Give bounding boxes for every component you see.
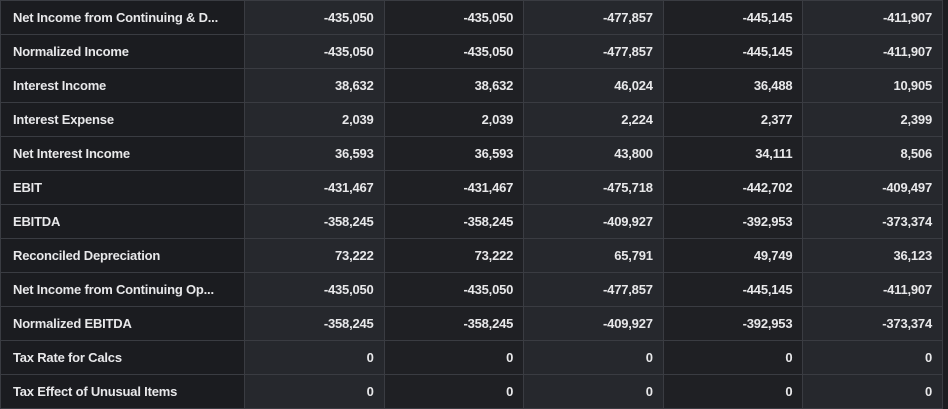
row-label: Interest Income <box>0 68 245 103</box>
row-label: Net Interest Income <box>0 136 245 171</box>
cell-value: -411,907 <box>802 34 943 69</box>
row-label: EBITDA <box>0 204 245 239</box>
cell-value: -392,953 <box>662 306 804 341</box>
table-row: Interest Expense 2,039 2,039 2,224 2,377 2,39… <box>0 102 943 137</box>
cell-value: 36,488 <box>662 68 804 103</box>
cell-value: -358,245 <box>244 306 385 341</box>
cell-value: -373,374 <box>802 204 943 239</box>
cell-value: -435,050 <box>383 34 525 69</box>
cell-value: 36,123 <box>802 238 943 273</box>
cell-value: 2,224 <box>523 102 664 137</box>
cell-value: -435,050 <box>383 272 525 307</box>
table-row: Normalized EBITDA -358,245 -358,245 -409,92… <box>0 306 943 341</box>
row-label: Reconciled Depreciation <box>0 238 245 273</box>
table-row: Normalized Income -435,050 -435,050 -477,85… <box>0 34 943 69</box>
cell-value: -477,857 <box>523 272 664 307</box>
cell-value: 49,749 <box>662 238 804 273</box>
cell-value: 8,506 <box>802 136 943 171</box>
cell-value: -442,702 <box>662 170 804 205</box>
cell-value: -445,145 <box>662 34 804 69</box>
table-row: Reconciled Depreciation 73,222 73,222 65,79… <box>0 238 943 273</box>
row-label: Net Income from Continuing Op... <box>0 272 245 307</box>
cell-value: -445,145 <box>662 0 804 35</box>
cell-value: 43,800 <box>523 136 664 171</box>
cell-value: 2,039 <box>244 102 385 137</box>
table-row: Interest Income 38,632 38,632 46,024 36,488 1… <box>0 68 943 103</box>
table-row: EBIT -431,467 -431,467 -475,718 -442,702 -409… <box>0 170 943 205</box>
cell-value: 0 <box>383 374 525 409</box>
cell-value: -435,050 <box>383 0 525 35</box>
table-row: Net Income from Continuing Op... -435,050… <box>0 272 943 307</box>
cell-value: 0 <box>523 340 664 375</box>
cell-value: 73,222 <box>244 238 385 273</box>
cell-value: -358,245 <box>383 204 525 239</box>
table-row: Net Interest Income 36,593 36,593 43,800 34,… <box>0 136 943 171</box>
cell-value: 65,791 <box>523 238 664 273</box>
cell-value: 36,593 <box>244 136 385 171</box>
cell-value: -411,907 <box>802 272 943 307</box>
table-row: Net Income from Continuing & D... -435,05… <box>0 0 943 35</box>
cell-value: -477,857 <box>523 0 664 35</box>
cell-value: -411,907 <box>802 0 943 35</box>
cell-value: 73,222 <box>383 238 525 273</box>
cell-value: 34,111 <box>662 136 804 171</box>
cell-value: 2,377 <box>662 102 804 137</box>
cell-value: 38,632 <box>244 68 385 103</box>
cell-value: -445,145 <box>662 272 804 307</box>
cell-value: 0 <box>802 340 943 375</box>
row-label: Tax Effect of Unusual Items <box>0 374 245 409</box>
cell-value: -435,050 <box>244 34 385 69</box>
cell-value: 0 <box>244 374 385 409</box>
cell-value: -431,467 <box>244 170 385 205</box>
cell-value: 0 <box>244 340 385 375</box>
table-row: EBITDA -358,245 -358,245 -409,927 -392,953 -3… <box>0 204 943 239</box>
cell-value: 10,905 <box>802 68 943 103</box>
cell-value: -475,718 <box>523 170 664 205</box>
cell-value: -358,245 <box>244 204 385 239</box>
cell-value: 2,039 <box>383 102 525 137</box>
cell-value: 0 <box>802 374 943 409</box>
cell-value: 0 <box>662 340 804 375</box>
cell-value: -409,497 <box>802 170 943 205</box>
row-label: Normalized EBITDA <box>0 306 245 341</box>
cell-value: -358,245 <box>383 306 525 341</box>
cell-value: -373,374 <box>802 306 943 341</box>
cell-value: 38,632 <box>383 68 525 103</box>
cell-value: -409,927 <box>523 306 664 341</box>
cell-value: 2,399 <box>802 102 943 137</box>
cell-value: 0 <box>383 340 525 375</box>
row-label: EBIT <box>0 170 245 205</box>
row-label: Normalized Income <box>0 34 245 69</box>
cell-value: 36,593 <box>383 136 525 171</box>
cell-value: 0 <box>662 374 804 409</box>
cell-value: -435,050 <box>244 0 385 35</box>
cell-value: -392,953 <box>662 204 804 239</box>
row-label: Net Income from Continuing & D... <box>0 0 245 35</box>
cell-value: -409,927 <box>523 204 664 239</box>
cell-value: 46,024 <box>523 68 664 103</box>
table-row: Tax Rate for Calcs 0 0 0 0 0 <box>0 340 943 375</box>
table-row: Tax Effect of Unusual Items 0 0 0 0 0 <box>0 374 943 409</box>
row-label: Interest Expense <box>0 102 245 137</box>
cell-value: -477,857 <box>523 34 664 69</box>
cell-value: -435,050 <box>244 272 385 307</box>
row-label: Tax Rate for Calcs <box>0 340 245 375</box>
cell-value: -431,467 <box>383 170 525 205</box>
cell-value: 0 <box>523 374 664 409</box>
